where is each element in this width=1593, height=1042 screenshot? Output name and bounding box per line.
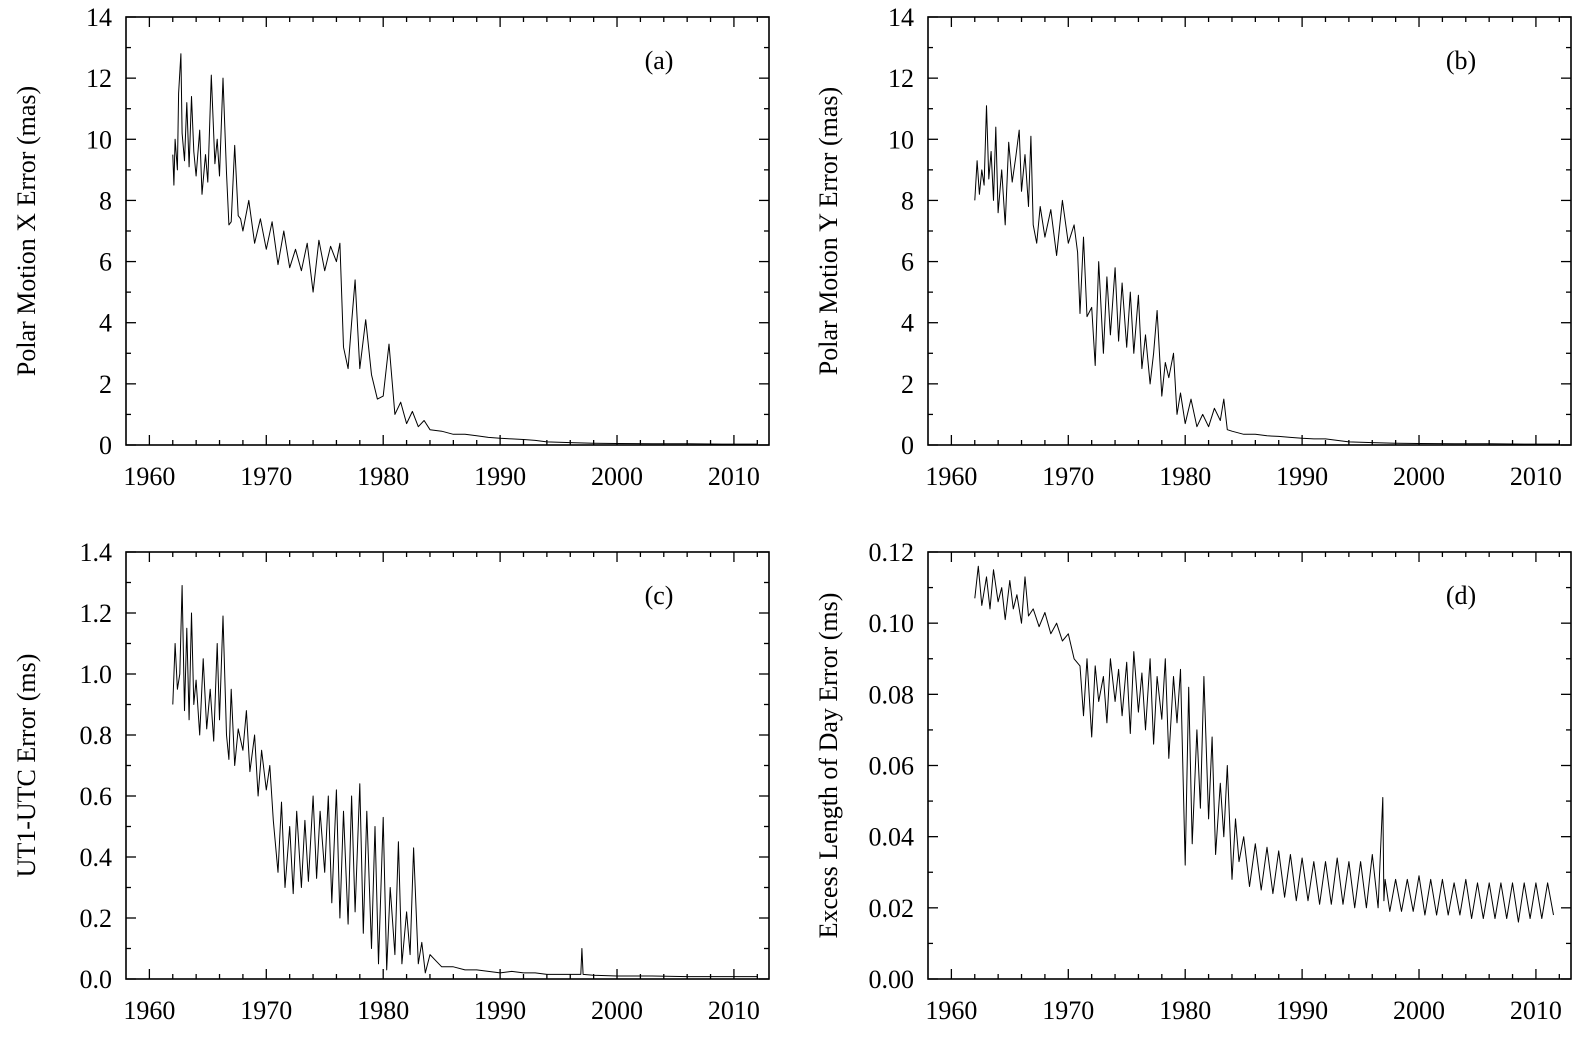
data-line	[172, 53, 758, 445]
plot-frame	[927, 551, 1572, 980]
y-tick-label: 4	[901, 309, 914, 338]
x-tick-label: 2010	[1510, 462, 1562, 491]
y-tick-label: 10	[86, 125, 112, 154]
panel-a: 1960 1970 1980 1990 2000 2010 0 2 4 6 8 10 12 14 Polar…	[12, 3, 770, 491]
y-axis-title: Polar Motion X Error (mas)	[12, 86, 41, 376]
panel-label: (b)	[1446, 46, 1476, 75]
plot-frame	[927, 16, 1572, 446]
y-axis-title: UT1-UTC Error (ms)	[12, 654, 41, 878]
panel-label: (a)	[645, 46, 674, 75]
x-tick-label: 1990	[474, 462, 526, 491]
y-tick-label: 0.8	[80, 721, 113, 750]
y-axis-title: Polar Motion Y Error (mas)	[814, 87, 843, 375]
y-tick-label: 14	[86, 3, 112, 32]
y-tick-label: 2	[99, 370, 112, 399]
x-tick-label: 2000	[1393, 996, 1445, 1025]
data-line	[974, 105, 1560, 445]
x-tick-label: 1960	[925, 462, 977, 491]
x-tick-label: 1960	[123, 996, 175, 1025]
x-tick-label: 2000	[1393, 462, 1445, 491]
y-tick-label: 14	[888, 3, 914, 32]
panel-b: 1960 1970 1980 1990 2000 2010 0 2 4 6 8 10 12 14 Polar…	[814, 3, 1572, 491]
x-tick-label: 1970	[1042, 462, 1094, 491]
y-tick-label: 0	[99, 431, 112, 460]
x-tick-label: 1960	[123, 462, 175, 491]
x-tick-label: 1980	[357, 462, 409, 491]
x-tick-label: 2010	[1510, 996, 1562, 1025]
y-tick-label: 0.08	[869, 680, 915, 709]
y-tick-label: 2	[901, 370, 914, 399]
y-tick-label: 8	[901, 186, 914, 215]
y-tick-label: 6	[99, 248, 112, 277]
panel-c: 1960 1970 1980 1990 2000 2010 0.0 0.2 0.4 0.6 0.8 1…	[12, 538, 770, 1025]
y-axis-title: Excess Length of Day Error (ms)	[814, 593, 843, 939]
y-tick-label: 0.0	[80, 965, 113, 994]
x-tick-label: 1990	[1276, 462, 1328, 491]
plot-frame	[125, 551, 770, 980]
y-tick-label: 1.0	[80, 660, 113, 689]
x-tick-label: 1980	[1159, 462, 1211, 491]
y-tick-label: 0.2	[80, 904, 113, 933]
y-tick-label: 0	[901, 431, 914, 460]
y-tick-label: 12	[888, 64, 914, 93]
y-tick-label: 10	[888, 125, 914, 154]
y-tick-label: 0.10	[869, 609, 915, 638]
y-tick-label: 0.6	[80, 782, 113, 811]
x-tick-label: 1980	[357, 996, 409, 1025]
y-tick-label: 4	[99, 309, 112, 338]
x-tick-label: 2000	[591, 462, 643, 491]
x-tick-label: 1970	[1042, 996, 1094, 1025]
data-line	[172, 585, 758, 978]
y-tick-label: 8	[99, 186, 112, 215]
y-tick-label: 0.12	[869, 538, 915, 567]
x-tick-label: 1970	[240, 462, 292, 491]
y-tick-label: 0.4	[80, 843, 113, 872]
x-tick-label: 1990	[474, 996, 526, 1025]
panel-label: (d)	[1446, 581, 1476, 610]
x-tick-label: 1980	[1159, 996, 1211, 1025]
panel-label: (c)	[645, 581, 674, 610]
x-tick-label: 2000	[591, 996, 643, 1025]
panel-d: 1960 1970 1980 1990 2000 2010 0.00 0.02 0.04 0.06…	[814, 538, 1572, 1025]
y-tick-label: 0.06	[869, 752, 915, 781]
y-tick-label: 0.02	[869, 894, 915, 923]
y-tick-label: 12	[86, 64, 112, 93]
x-tick-label: 1970	[240, 996, 292, 1025]
y-tick-label: 1.2	[80, 599, 113, 628]
x-tick-label: 1960	[925, 996, 977, 1025]
data-line	[974, 565, 1554, 923]
y-tick-label: 6	[901, 248, 914, 277]
x-tick-label: 2010	[708, 462, 760, 491]
y-tick-label: 0.04	[869, 823, 915, 852]
y-tick-label: 0.00	[869, 965, 915, 994]
x-tick-label: 1990	[1276, 996, 1328, 1025]
x-tick-label: 2010	[708, 996, 760, 1025]
y-tick-label: 1.4	[80, 538, 113, 567]
